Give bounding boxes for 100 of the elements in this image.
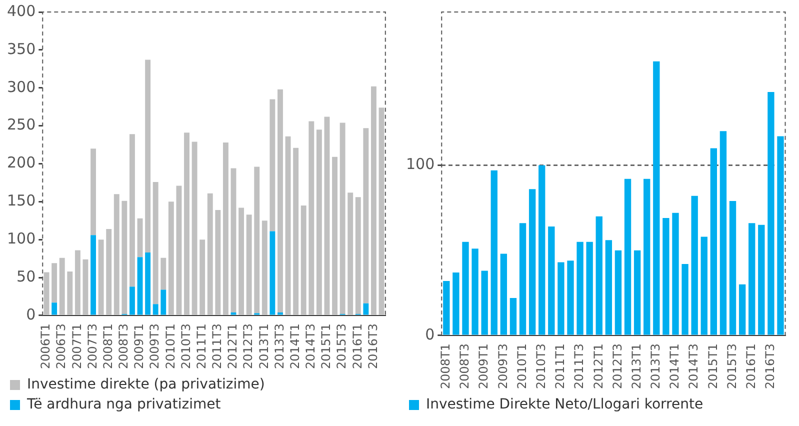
bar [710,148,718,335]
legend-label: Investime Direkte Neto/Llogari korrente [426,396,704,413]
bar [52,302,58,315]
x-tick-label: 2016T3 [763,343,778,390]
x-tick-label: 2007T1 [70,323,84,370]
x-tick-label: 2011T3 [572,343,586,390]
bar [184,132,190,315]
x-tick-label: 2016T1 [744,343,758,390]
x-tick-label: 2009T1 [132,323,146,370]
x-tick-label: 2012T3 [241,323,256,370]
x-tick-label: 2011T1 [553,343,568,390]
x-tick-label: 2013T3 [272,323,286,370]
bar [44,272,50,315]
bar [567,260,574,335]
x-tick-label: 2010T3 [534,343,548,390]
bar [82,259,88,315]
bar [114,194,120,315]
bar [308,121,314,315]
bar [137,218,143,258]
bar [462,242,469,335]
bar [207,193,213,315]
bar [624,178,632,335]
x-tick-label: 2006T3 [54,323,68,370]
bar [662,218,670,335]
bar [270,231,276,315]
bar [246,214,252,315]
x-tick-label: 2014T1 [668,343,682,390]
legend-label: Investime direkte (pa privatizime) [27,376,265,393]
bar [691,196,698,335]
bar [230,168,236,312]
bar [472,248,478,335]
y-tick-label: 50 [16,267,36,286]
bar [614,250,622,335]
x-tick-label: 2014T3 [304,323,318,370]
bar [605,240,612,335]
bar [355,197,361,314]
y-tick-label: 400 [6,2,36,20]
bar [538,165,546,335]
bar [285,136,291,315]
x-tick-label: 2008T1 [100,323,115,370]
legend-label: Të ardhura nga privatizimet [26,396,222,413]
bar [634,250,641,335]
bar [510,298,517,335]
x-tick-label: 2007T3 [85,323,100,370]
bar [729,200,736,335]
bar [363,303,369,315]
x-tick-label: 2008T1 [438,343,453,390]
x-tick-label: 2010T3 [178,323,193,370]
bar [558,262,564,335]
bar [254,166,260,314]
bar [222,142,228,315]
x-tick-label: 2015T1 [319,323,334,370]
x-tick-label: 2009T3 [496,343,510,390]
bar [378,108,384,315]
bar [596,216,602,335]
bar [160,258,166,290]
bar [324,116,330,315]
bar [481,270,488,335]
x-tick-label: 2009T1 [476,343,491,390]
bar [340,122,346,314]
x-tick-label: 2006T1 [38,323,53,370]
bar [700,236,708,335]
bar [370,86,376,315]
bar [262,220,268,315]
x-tick-label: 2011T3 [210,323,224,370]
bar [332,156,338,315]
bar [129,286,135,315]
bar [720,131,727,335]
bar [777,136,784,335]
bar [452,272,460,335]
bar [490,170,498,335]
y-tick-label: 300 [6,78,36,96]
x-tick-label: 2010T1 [514,343,529,390]
x-tick-label: 2013T1 [256,323,271,370]
bar [293,148,299,315]
x-tick-label: 2008T3 [116,323,131,370]
x-tick-label: 2013T3 [648,343,663,390]
bar [576,242,584,335]
bar [215,210,221,315]
bar [300,205,306,315]
x-tick-label: 2016T1 [350,323,364,370]
y-tick-label: 100 [6,230,36,248]
bar [278,89,283,312]
bar [152,304,158,315]
bar [160,290,166,315]
bar [129,134,135,287]
y-tick-label: 200 [6,154,36,172]
x-tick-label: 2009T3 [148,323,162,370]
bar [145,60,151,253]
y-tick-label: 350 [6,40,36,58]
y-tick-label: 0 [26,305,36,324]
bar [316,130,322,315]
bar [152,182,158,304]
bar [586,242,593,335]
bar [98,240,104,315]
bar [59,258,65,315]
bar [443,281,450,335]
y-tick-label: 100 [406,155,435,174]
bar [192,142,198,315]
bar [238,208,244,315]
